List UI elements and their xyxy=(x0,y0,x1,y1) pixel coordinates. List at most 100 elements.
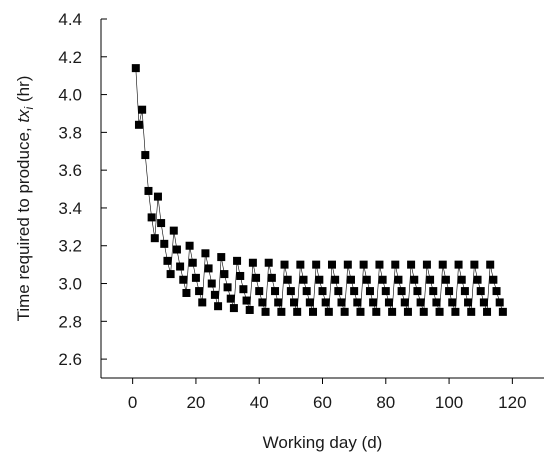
x-tick-label: 0 xyxy=(128,393,137,412)
data-point xyxy=(356,307,365,316)
x-tick-label: 120 xyxy=(498,393,526,412)
data-point xyxy=(195,287,204,296)
data-point xyxy=(397,287,406,296)
data-point xyxy=(381,287,390,296)
data-point xyxy=(255,287,264,296)
data-point xyxy=(201,249,210,258)
y-tick-label: 4.0 xyxy=(58,86,82,105)
data-point xyxy=(191,273,200,282)
data-point xyxy=(258,298,267,307)
data-point xyxy=(290,298,299,307)
data-point xyxy=(176,262,185,271)
y-ticks: 2.6 2.8 3.0 3.2 3.4 3.6 3.8 4.0 4.2 4.4 xyxy=(58,10,107,369)
data-point xyxy=(296,260,305,269)
x-tick-label: 20 xyxy=(186,393,205,412)
data-point xyxy=(359,260,368,269)
data-point xyxy=(498,307,507,316)
data-point xyxy=(315,275,324,284)
data-point xyxy=(312,260,321,269)
data-point xyxy=(236,271,245,280)
data-point xyxy=(483,307,492,316)
y-axis-title-variable: tx xyxy=(14,109,33,123)
y-tick-label: 3.4 xyxy=(58,199,82,218)
data-point xyxy=(426,275,435,284)
data-point xyxy=(457,275,466,284)
data-point xyxy=(185,241,194,250)
plot-area xyxy=(131,64,507,316)
data-point xyxy=(217,253,226,262)
data-point xyxy=(470,260,479,269)
data-point xyxy=(172,245,181,254)
x-tick-label: 60 xyxy=(313,393,332,412)
data-point xyxy=(407,260,416,269)
data-point xyxy=(141,151,150,160)
x-ticks: 0 20 40 60 80 100 120 xyxy=(128,378,527,412)
data-point xyxy=(476,287,485,296)
data-point xyxy=(283,275,292,284)
data-point xyxy=(467,307,476,316)
data-point xyxy=(188,258,197,267)
y-tick-label: 2.6 xyxy=(58,350,82,369)
data-point xyxy=(479,298,488,307)
data-point xyxy=(179,275,188,284)
data-point xyxy=(264,258,273,267)
y-tick-label: 3.0 xyxy=(58,275,82,294)
data-point xyxy=(492,287,501,296)
data-point xyxy=(441,275,450,284)
data-point xyxy=(160,239,169,248)
data-point xyxy=(331,275,340,284)
data-point xyxy=(384,298,393,307)
data-point xyxy=(166,270,175,279)
data-point xyxy=(454,260,463,269)
data-point xyxy=(147,213,156,222)
data-point xyxy=(220,270,229,279)
data-point xyxy=(157,219,166,228)
data-point xyxy=(375,260,384,269)
data-point xyxy=(280,260,289,269)
data-point xyxy=(327,260,336,269)
y-tick-label: 4.4 xyxy=(58,10,82,29)
data-point xyxy=(438,260,447,269)
data-point xyxy=(445,287,454,296)
data-point xyxy=(460,287,469,296)
data-point xyxy=(353,298,362,307)
data-point xyxy=(223,283,232,292)
data-point xyxy=(346,275,355,284)
data-point xyxy=(245,305,254,314)
data-point xyxy=(429,287,438,296)
data-point xyxy=(299,275,308,284)
data-point xyxy=(486,260,495,269)
data-point xyxy=(495,298,504,307)
data-point xyxy=(267,273,276,282)
y-axis-title-subscript: i xyxy=(22,106,36,109)
y-axis-title: Time required to produce, txi (hr) xyxy=(14,76,36,322)
axes xyxy=(100,19,544,379)
data-point xyxy=(334,287,343,296)
data-point xyxy=(448,298,457,307)
data-point xyxy=(419,307,428,316)
y-tick-label: 3.2 xyxy=(58,237,82,256)
data-point xyxy=(248,258,257,267)
data-point xyxy=(464,298,473,307)
data-point xyxy=(369,298,378,307)
data-point xyxy=(340,307,349,316)
y-tick-label: 3.8 xyxy=(58,123,82,142)
y-axis-title-main: Time required to produce, xyxy=(14,123,33,322)
data-point xyxy=(204,264,213,273)
data-point xyxy=(337,298,346,307)
data-point xyxy=(343,260,352,269)
data-point xyxy=(134,120,143,129)
data-point xyxy=(435,307,444,316)
data-point xyxy=(350,287,359,296)
data-point xyxy=(400,298,409,307)
series-connecting-line xyxy=(135,68,504,312)
data-point xyxy=(293,307,302,316)
data-point xyxy=(210,290,219,299)
data-point xyxy=(416,298,425,307)
y-tick-label: 2.8 xyxy=(58,312,82,331)
data-point xyxy=(305,298,314,307)
data-point xyxy=(362,275,371,284)
data-point xyxy=(198,298,207,307)
data-point xyxy=(138,105,147,114)
